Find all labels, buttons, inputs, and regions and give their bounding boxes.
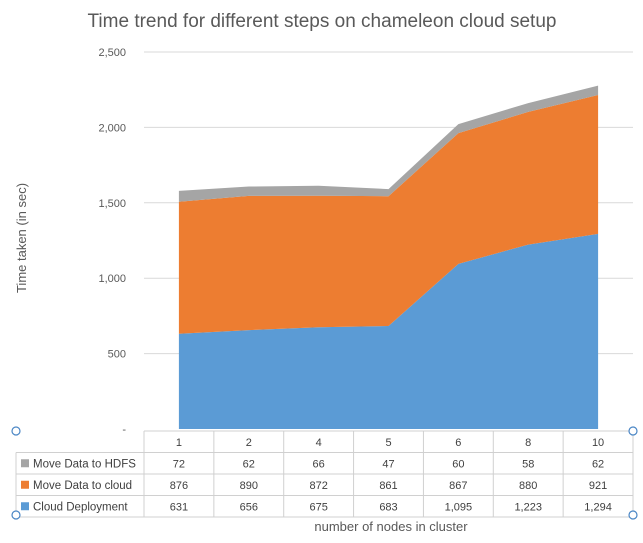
y-tick-label: 1,500 — [98, 198, 126, 210]
data-label: 1,294 — [584, 501, 612, 513]
data-label: 861 — [379, 480, 397, 492]
data-label: 675 — [309, 501, 327, 513]
area-series-move-data-to-hdfs — [178, 85, 599, 202]
y-axis-title: Time taken (in sec) — [14, 183, 29, 293]
data-label: 880 — [519, 480, 537, 492]
resize-handle-bottom-right[interactable] — [628, 510, 638, 520]
x-tick-label: 5 — [385, 437, 391, 449]
data-label: 876 — [170, 480, 188, 492]
y-tick-label: - — [122, 424, 126, 436]
y-tick-label: 1,000 — [98, 273, 126, 285]
data-label: 683 — [379, 501, 397, 513]
x-tick-label: 10 — [592, 437, 604, 449]
x-tick-label: 6 — [455, 437, 461, 449]
data-label: 1,223 — [514, 501, 542, 513]
area-series-move-data-to-cloud — [178, 95, 599, 334]
legend-label: Move Data to HDFS — [33, 458, 136, 470]
plot-area — [178, 85, 599, 429]
selection-handles[interactable] — [11, 426, 638, 520]
legend-swatch — [21, 459, 29, 468]
y-tick-label: 2,500 — [98, 47, 126, 59]
data-label: 1,095 — [445, 501, 473, 513]
data-label: 72 — [173, 458, 185, 470]
data-label: 60 — [452, 458, 464, 470]
legend-swatch — [21, 480, 29, 489]
x-tick-label: 1 — [176, 437, 182, 449]
data-label: 66 — [313, 458, 325, 470]
data-label: 921 — [589, 480, 607, 492]
data-label: 890 — [240, 480, 258, 492]
data-label: 656 — [240, 501, 258, 513]
resize-handle-top-right[interactable] — [628, 426, 638, 436]
x-tick-label: 4 — [316, 437, 322, 449]
data-table: 1 2 4 5 6 8 10 Move Data to HDFS 72 62 66 47 60 58 62 M… — [15, 430, 634, 518]
legend-swatch — [21, 502, 29, 511]
data-label: 872 — [309, 480, 327, 492]
y-tick-label: 2,000 — [98, 122, 126, 134]
chart-title: Time trend for different steps on chamel… — [88, 11, 557, 32]
x-axis-title: number of nodes in cluster — [314, 519, 468, 534]
x-tick-label: 8 — [525, 437, 531, 449]
resize-handle-bottom-left[interactable] — [11, 510, 21, 520]
data-label: 58 — [522, 458, 534, 470]
area-series-cloud-deployment — [178, 233, 599, 429]
data-label: 47 — [382, 458, 394, 470]
x-tick-label: 2 — [246, 437, 252, 449]
y-tick-label: 500 — [108, 349, 126, 361]
data-label: 631 — [170, 501, 188, 513]
legend-label: Move Data to cloud — [33, 480, 132, 492]
y-axis-ticks: - 500 1,000 1,500 2,000 2,500 — [98, 47, 126, 436]
data-label: 62 — [243, 458, 255, 470]
data-label: 867 — [449, 480, 467, 492]
resize-handle-top-left[interactable] — [11, 426, 21, 436]
data-label: 62 — [592, 458, 604, 470]
legend-label: Cloud Deployment — [33, 501, 128, 513]
